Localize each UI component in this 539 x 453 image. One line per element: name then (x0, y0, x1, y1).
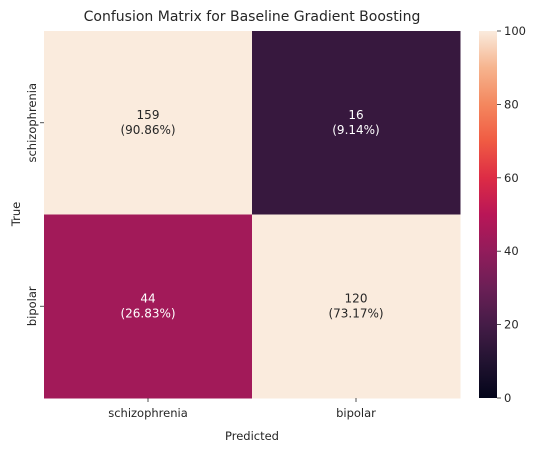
colorbar-tick-label: 100 (504, 24, 526, 38)
colorbar-tick-label: 40 (504, 244, 519, 258)
cell-annotation: 44 (26.83%) (120, 291, 175, 320)
heatmap-cell (44, 31, 253, 215)
x-axis-ticks: schizophrenia bipolar (108, 398, 376, 420)
heatmap-cells: 159 (90.86%) 16 (9.14%) 44 (26.83%) 120 (73.17%… (44, 31, 461, 399)
x-tick-label: schizophrenia (108, 406, 188, 420)
colorbar-tick-label: 20 (504, 318, 519, 332)
y-axis-ticks: schizophrenia bipolar (25, 83, 44, 326)
heatmap-cell (252, 214, 461, 399)
y-tick-label: schizophrenia (25, 83, 39, 163)
x-tick-label: bipolar (336, 406, 376, 420)
heatmap-cell (44, 214, 253, 399)
heatmap-cell (252, 31, 461, 215)
cell-annotation: 120 (73.17%) (328, 291, 383, 320)
colorbar-ticks: 0 20 40 60 80 100 (497, 24, 526, 405)
colorbar-tick-label: 80 (504, 97, 519, 111)
x-axis-label: Predicted (225, 429, 279, 443)
colorbar-tick-label: 0 (504, 391, 511, 405)
colorbar-tick-label: 60 (504, 171, 519, 185)
cell-annotation: 159 (90.86%) (120, 108, 175, 137)
cell-annotation: 16 (9.14%) (332, 108, 379, 137)
y-tick-label: bipolar (25, 286, 39, 326)
y-axis-label: True (9, 202, 23, 227)
colorbar (479, 31, 497, 398)
chart-title: Confusion Matrix for Baseline Gradient B… (84, 9, 421, 25)
